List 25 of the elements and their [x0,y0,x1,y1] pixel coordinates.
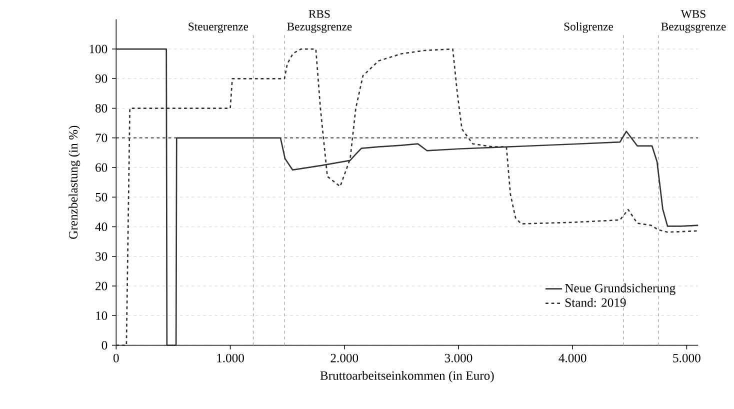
y-tick-label: 30 [96,252,108,261]
x-tick-label: 0 [113,354,119,362]
x-tick-label: 4.000 [558,354,586,362]
ref-line-label: RBS Bezugsgrenze [287,10,352,33]
x-tick-label: 3.000 [444,354,472,362]
y-tick-label: 0 [102,340,108,350]
y-tick-label: 60 [96,163,108,172]
ref-line-label: Soligrenze [564,22,613,33]
y-tick-label: 80 [96,104,108,112]
y-tick-label: 40 [95,222,108,231]
y-tick-label: 100 [90,44,108,54]
y-tick-label: 50 [96,192,108,202]
x-axis-title: Bruttoarbeitseinkommen (in Euro) [320,370,494,382]
y-tick-label: 10 [96,311,108,320]
ref-line-label: WBS Bezugsgrenze [661,10,726,33]
y-tick-label: 20 [96,282,108,290]
ref-line-label: Steuergrenze [188,22,248,33]
legend-label: Neue Grundsicherung [565,283,676,295]
x-tick-label: 5.000 [673,354,700,362]
y-axis-title: Grenzbelastung (in %) [68,126,80,239]
y-tick-label: 70 [96,134,108,142]
y-tick-label: 90 [95,74,108,83]
legend-label: Stand: 2019 [565,298,626,307]
x-tick-label: 2.000 [330,354,358,362]
x-tick-label: 1.000 [217,354,244,362]
